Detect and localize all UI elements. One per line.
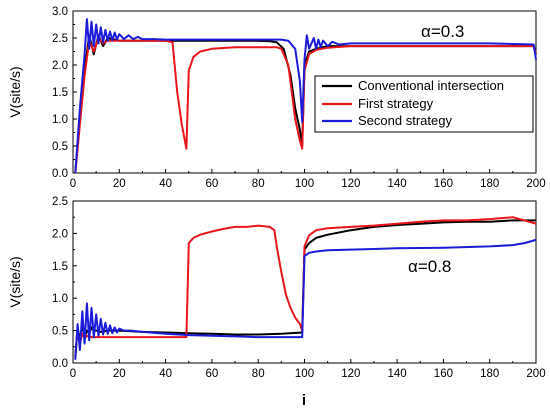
x-tick-label-top: 80	[252, 178, 265, 190]
x-tick-label-bottom: 100	[295, 368, 314, 380]
series-line-first-strategy-top	[74, 37, 537, 174]
y-tick-label-top: 0.5	[52, 141, 68, 153]
x-axis-label: i	[302, 392, 306, 409]
x-tick-label-top: 20	[113, 178, 126, 190]
y-tick-label-bottom: 2.0	[52, 228, 68, 240]
panel-top: 0 20 40 60 80 100 120 140 160 180 200 0.0 0.5 1.0 1.5 2…	[7, 6, 546, 190]
x-tick-label-top: 180	[480, 178, 499, 190]
x-tick-label-top: 140	[388, 178, 407, 190]
x-tick-label-bottom: 180	[480, 368, 499, 380]
series-line-first-strategy-bottom	[74, 216, 537, 357]
y-tick-label-bottom: 0.5	[52, 326, 68, 338]
y-tick-label-top: 2.5	[52, 33, 68, 45]
series-lines-top	[74, 18, 537, 174]
y-tick-label-bottom: 1.5	[52, 261, 68, 273]
y-tick-label-bottom: 2.5	[52, 196, 68, 208]
axis-ticks-bottom: 0 20 40 60 80 100 120 140 160 180 200 0.0 0.5 1.0 1.5 2…	[52, 196, 546, 380]
x-tick-label-top: 100	[295, 178, 314, 190]
x-tick-label-top: 60	[206, 178, 219, 190]
y-tick-label-top: 3.0	[52, 6, 68, 18]
y-tick-label-top: 2.0	[52, 60, 68, 72]
x-tick-label-bottom: 20	[113, 368, 126, 380]
legend-label-conventional: Conventional intersection	[358, 78, 504, 93]
series-line-second-strategy-top	[74, 18, 537, 174]
panel-bottom: 0 20 40 60 80 100 120 140 160 180 200 0.0 0.5 1.0 1.5 2…	[7, 196, 546, 409]
annotation-bottom: α=0.8	[408, 257, 451, 276]
annotation-top: α=0.3	[421, 22, 464, 41]
series-line-second-strategy-bottom	[74, 238, 537, 360]
x-tick-label-bottom: 40	[159, 368, 172, 380]
series-lines-bottom	[74, 216, 537, 360]
x-tick-label-bottom: 0	[70, 368, 76, 380]
y-tick-label-bottom: 1.0	[52, 293, 68, 305]
x-tick-label-bottom: 160	[434, 368, 453, 380]
x-tick-label-top: 40	[159, 178, 172, 190]
y-tick-label-top: 0.0	[52, 168, 68, 180]
y-tick-label-top: 1.5	[52, 87, 68, 99]
series-line-conventional-intersection-bottom	[74, 219, 536, 357]
x-tick-label-top: 120	[341, 178, 360, 190]
y-tick-label-bottom: 0.0	[52, 358, 68, 370]
axis-ticks-top: 0 20 40 60 80 100 120 140 160 180 200 0.0 0.5 1.0 1.5 2…	[52, 6, 546, 190]
y-tick-label-top: 1.0	[52, 114, 68, 126]
x-tick-label-top: 0	[70, 178, 76, 190]
x-tick-label-top: 200	[526, 178, 545, 190]
y-axis-label-top: V(site/s)	[7, 66, 23, 117]
y-axis-label-bottom: V(site/s)	[7, 256, 23, 307]
legend-label-first: First strategy	[358, 96, 434, 111]
legend-label-second: Second strategy	[358, 113, 452, 128]
x-tick-label-bottom: 120	[341, 368, 360, 380]
x-tick-label-bottom: 80	[252, 368, 265, 380]
x-tick-label-bottom: 60	[206, 368, 219, 380]
x-tick-label-top: 160	[434, 178, 453, 190]
x-tick-label-bottom: 200	[526, 368, 545, 380]
legend: Conventional intersection First strategy…	[314, 75, 534, 133]
x-tick-label-bottom: 140	[388, 368, 407, 380]
